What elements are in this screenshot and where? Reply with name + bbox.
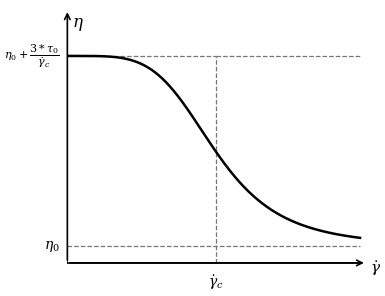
Text: $\dot{\gamma}$: $\dot{\gamma}$ [370, 260, 381, 279]
Text: $\eta_0 + \dfrac{3*\tau_0}{\dot{\gamma}_c}$: $\eta_0 + \dfrac{3*\tau_0}{\dot{\gamma}_… [4, 42, 60, 70]
Text: $\eta$: $\eta$ [72, 15, 84, 33]
Text: $\eta_0$: $\eta_0$ [44, 239, 60, 254]
Text: $\dot{\gamma}_c$: $\dot{\gamma}_c$ [208, 273, 223, 292]
